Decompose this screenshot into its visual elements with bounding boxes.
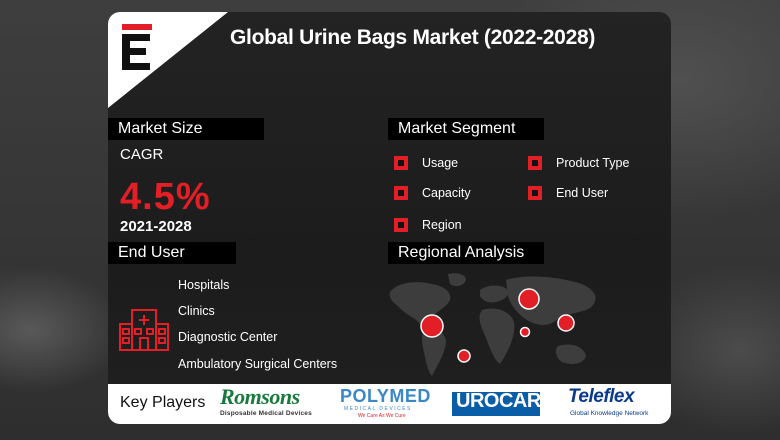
- africa: [479, 308, 515, 364]
- end-user-item: Ambulatory Surgical Centers: [178, 357, 338, 371]
- segment-label: Product Type: [556, 156, 630, 170]
- urocare-logo: UROCARE: [452, 386, 554, 422]
- polymed-logo: POLYMED MEDICAL DEVICES We Care As We Cu…: [338, 386, 432, 422]
- bullet-icon: [394, 156, 408, 170]
- market-segment-header: Market Segment: [388, 118, 544, 140]
- end-user-header: End User: [108, 242, 236, 264]
- polymed-logo-name: POLYMED: [340, 386, 431, 406]
- region-markers: [420, 288, 575, 363]
- teleflex-logo: Teleflex Global Knowledge Network: [562, 386, 666, 422]
- romsons-logo-tagline: Disposable Medical Devices: [220, 410, 312, 417]
- page-title: Global Urine Bags Market (2022-2028): [230, 26, 596, 49]
- bullet-icon: [394, 218, 408, 232]
- segment-item-end-user: End User: [528, 186, 608, 200]
- teleflex-logo-tagline: Global Knowledge Network: [570, 410, 649, 417]
- key-players-label: Key Players: [120, 394, 206, 411]
- region-marker-north-america: [420, 314, 444, 338]
- region-marker-south-america: [457, 349, 471, 363]
- end-user-item: Diagnostic Center: [178, 330, 278, 344]
- end-user-item: Clinics: [178, 304, 215, 318]
- regional-analysis-header: Regional Analysis: [388, 242, 544, 264]
- teleflex-logo-name: Teleflex: [568, 386, 635, 407]
- market-size-header: Market Size: [108, 118, 264, 140]
- world-map: [389, 273, 596, 376]
- cagr-label: CAGR: [120, 146, 164, 163]
- south-america: [422, 327, 446, 376]
- segment-label: Region: [422, 218, 462, 232]
- region-marker-asia-pacific: [557, 314, 575, 332]
- polymed-logo-tagline: MEDICAL DEVICES: [344, 406, 412, 412]
- end-user-item: Hospitals: [178, 278, 230, 292]
- segment-item-capacity: Capacity: [394, 186, 471, 200]
- polymed-logo-sub: We Care As We Cure: [358, 413, 406, 419]
- hospital-icon: [119, 309, 169, 351]
- segment-label: Capacity: [422, 186, 471, 200]
- segment-item-usage: Usage: [394, 156, 458, 170]
- key-players-bar: Key Players Romsons Disposable Medical D…: [108, 384, 671, 424]
- urocare-logo-name: UROCARE: [456, 390, 554, 412]
- segment-item-product-type: Product Type: [528, 156, 629, 170]
- australia: [555, 344, 586, 364]
- region-marker-middle-east: [519, 326, 531, 338]
- bullet-icon: [394, 186, 408, 200]
- europe: [480, 285, 509, 303]
- greenland: [448, 273, 466, 287]
- romsons-logo-name: Romsons: [220, 384, 300, 409]
- cagr-value: 4.5%: [120, 176, 211, 218]
- bullet-icon: [528, 156, 542, 170]
- segment-label: End User: [556, 186, 609, 200]
- north-america: [389, 282, 451, 325]
- segment-item-region: Region: [394, 218, 462, 232]
- cagr-period: 2021-2028: [120, 218, 192, 235]
- infographic-card: Global Urine Bags Market (2022-2028) Mar…: [108, 12, 671, 424]
- bullet-icon: [528, 186, 542, 200]
- segment-label: Usage: [422, 156, 459, 170]
- urocare-logo-box: [452, 392, 540, 416]
- romsons-logo: Romsons Disposable Medical Devices: [216, 384, 328, 422]
- brand-logo-e-icon: [122, 24, 152, 70]
- region-marker-europe: [518, 288, 540, 310]
